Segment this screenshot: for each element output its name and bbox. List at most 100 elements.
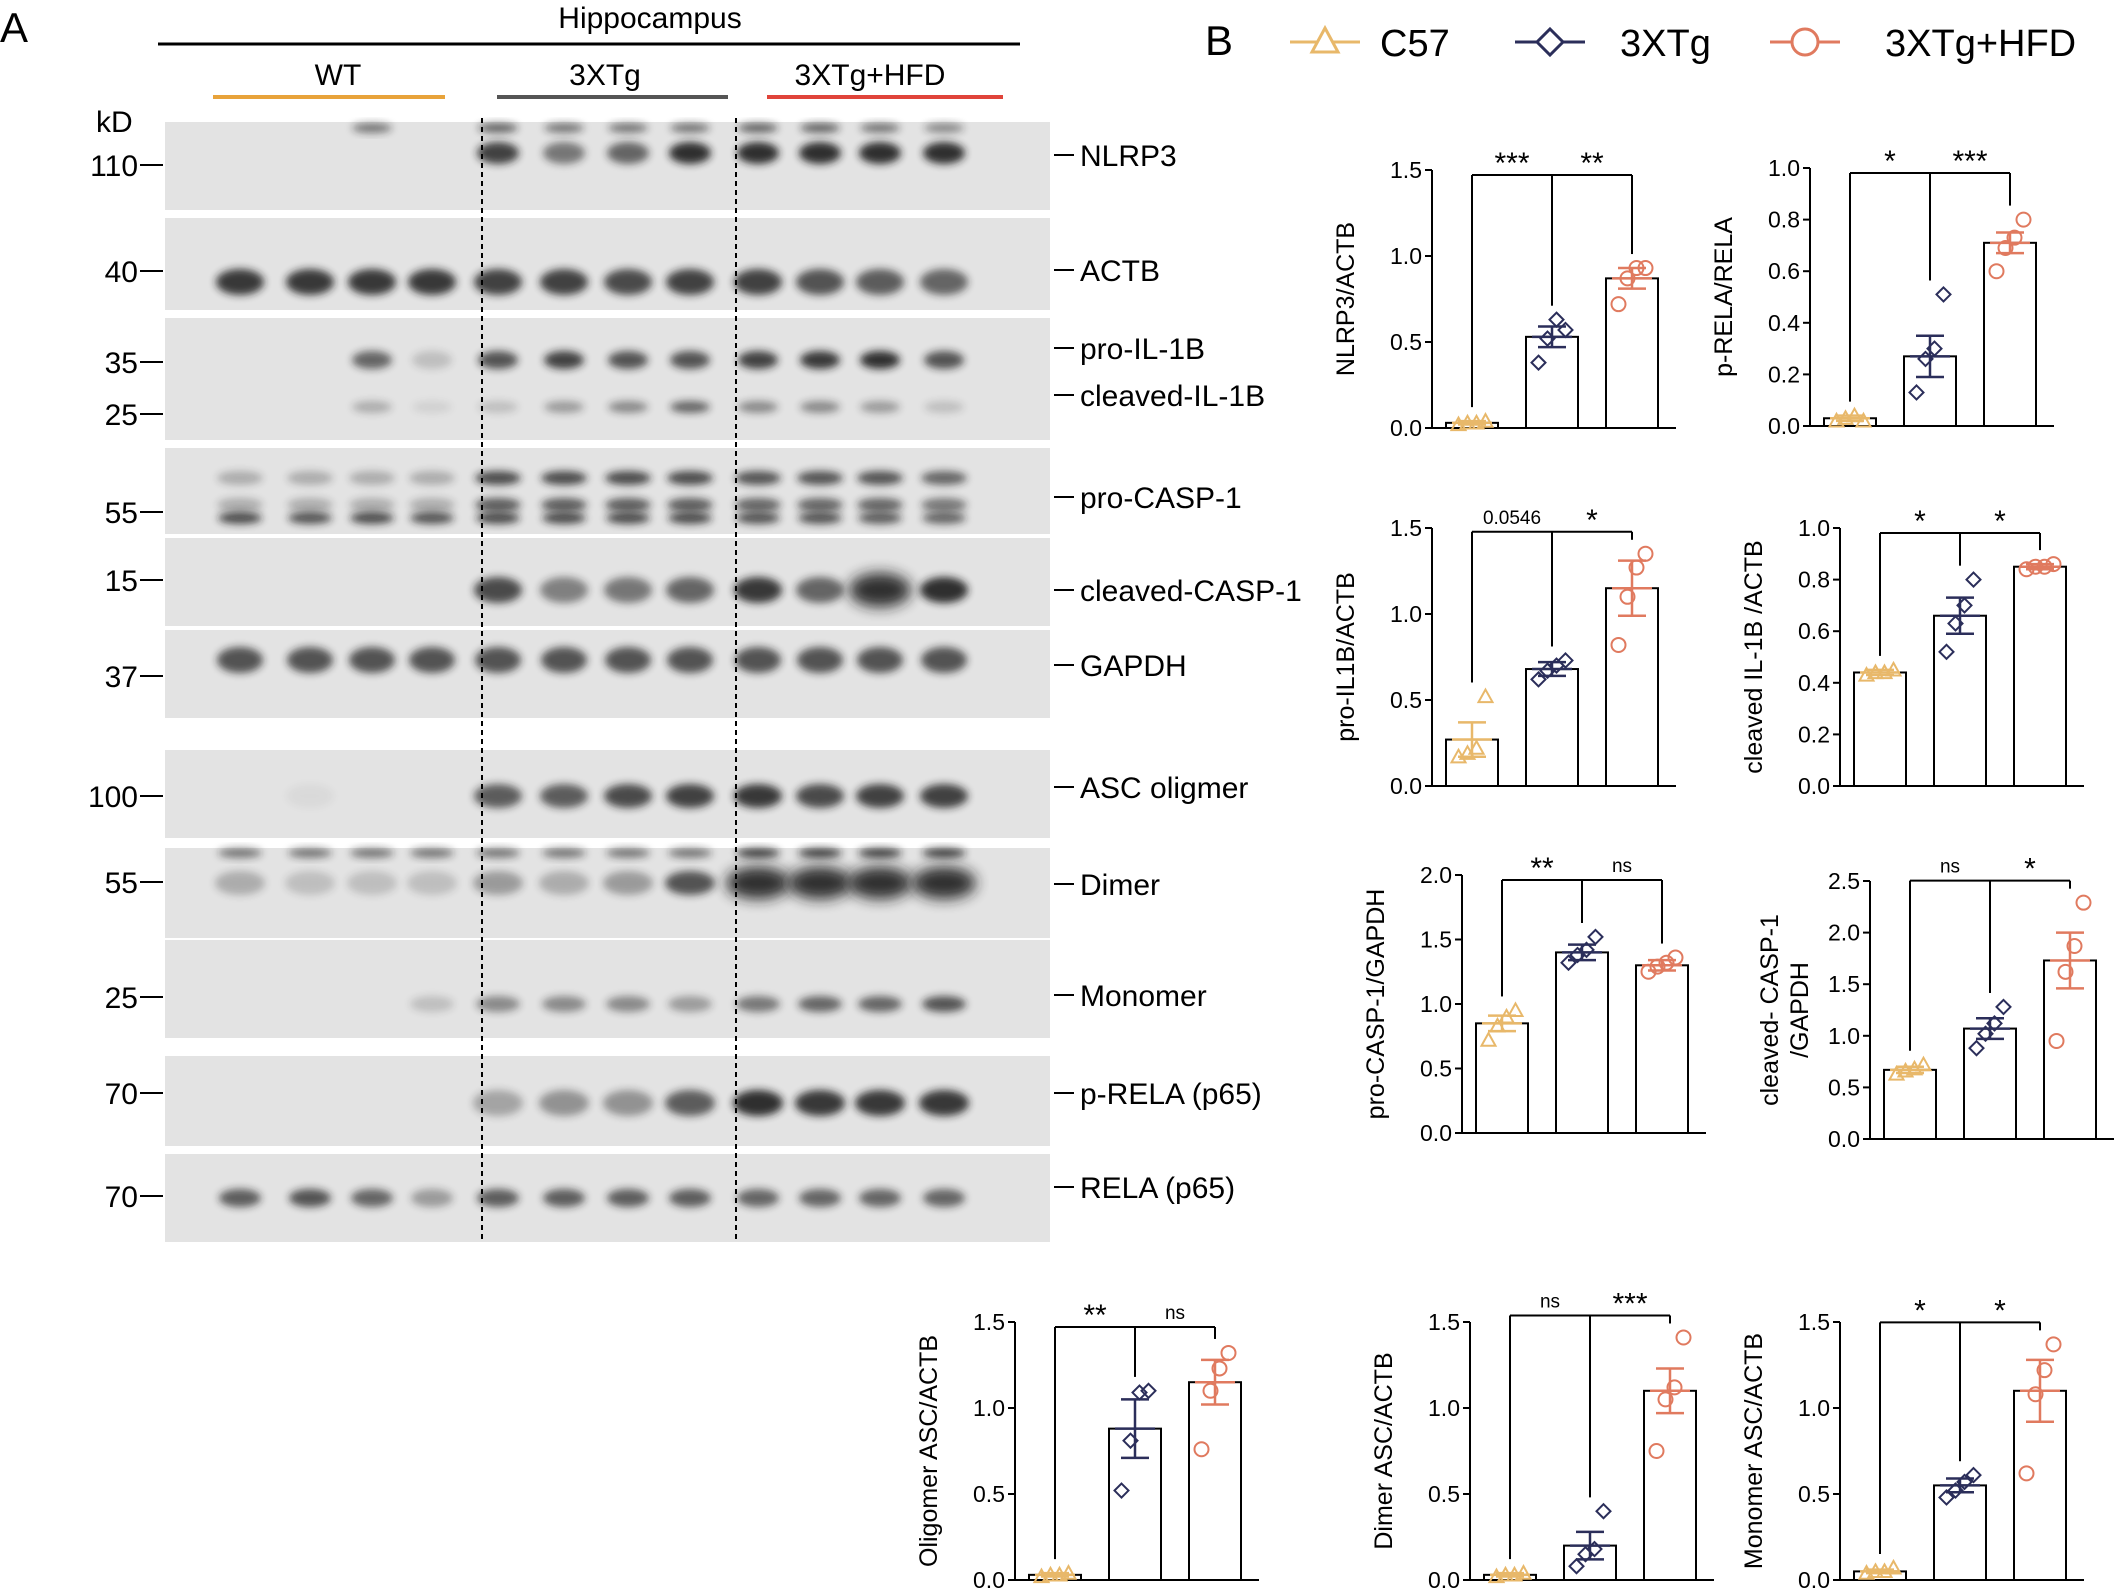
blot-band: [665, 1090, 715, 1116]
data-point: [1610, 636, 1627, 653]
blot-band: [924, 123, 964, 133]
blot-band: [218, 848, 262, 858]
data-point: [1610, 296, 1627, 313]
blot-band: [478, 123, 518, 133]
y-tick-label: 1.0: [973, 1395, 1005, 1421]
blot-band: [726, 866, 790, 900]
blot-band: [543, 1189, 585, 1207]
blot-band: [410, 996, 454, 1012]
blot-band: [474, 784, 522, 808]
data-point: [1619, 588, 1636, 605]
blot-band: [604, 784, 652, 808]
mw-marker-label: 25: [105, 982, 138, 1015]
blot-band: [542, 996, 586, 1012]
data-point: [2027, 1386, 2044, 1403]
blot-band: [288, 848, 332, 858]
blot-strip: [165, 750, 1050, 838]
blot-band: [858, 512, 902, 524]
bar: [1525, 335, 1579, 429]
data-point: [2006, 229, 2023, 246]
blot-label: cleaved-IL-1B: [1080, 380, 1265, 413]
blot-label: NLRP3: [1080, 140, 1177, 173]
blot-band: [476, 512, 520, 524]
blot-band: [544, 123, 584, 133]
y-tick-label: 0.5: [1390, 329, 1422, 355]
y-tick-label: 0.5: [1798, 1481, 1830, 1507]
data-point: [1193, 1441, 1210, 1458]
blot-band: [606, 512, 650, 524]
group-label-wt: WT: [315, 59, 362, 92]
blot-band: [349, 647, 395, 673]
blot-background: [165, 218, 1050, 310]
blot-band: [798, 512, 842, 524]
legend-label-3xtg-hfd: 3XTg+HFD: [1885, 23, 2076, 65]
data-point: [2066, 938, 2083, 955]
blot-band: [348, 269, 396, 295]
y-tick-label: 0.2: [1798, 721, 1830, 747]
blot-background: [165, 538, 1050, 626]
blot-background: [165, 940, 1050, 1038]
blot-band: [922, 996, 966, 1012]
sig-label: 0.0546: [1483, 508, 1541, 529]
region-title: Hippocampus: [558, 2, 741, 35]
panel-a-letter: A: [0, 4, 28, 51]
bar-chart: 0.0 0.5 1.0 1.5 Dimer ASC/ACTB ns ***: [1370, 1287, 1714, 1591]
blot-band: [668, 848, 712, 858]
blot-band: [669, 142, 711, 164]
data-point: [1140, 1382, 1157, 1400]
y-tick-label: 0.5: [973, 1481, 1005, 1507]
blot-strip: [165, 630, 1050, 718]
bar: [2013, 565, 2067, 788]
data-point: [1113, 1482, 1130, 1499]
blot-band: [604, 577, 652, 603]
blot-band: [796, 784, 844, 808]
y-tick-label: 2.0: [1420, 862, 1452, 888]
blot-label: ASC oligmer: [1080, 772, 1248, 805]
blot-band: [797, 647, 843, 673]
data-point: [1220, 1344, 1237, 1361]
blot-band: [607, 142, 649, 164]
blot-label: Dimer: [1080, 869, 1160, 902]
blot-band: [857, 471, 903, 485]
blot-band: [407, 871, 457, 895]
y-tick-label: 0.5: [1390, 687, 1422, 713]
bar: [1643, 1389, 1697, 1582]
blot-band: [289, 1189, 331, 1207]
bar: [1933, 614, 1987, 787]
blot-label: Monomer: [1080, 980, 1207, 1013]
y-tick-label: 1.5: [1390, 157, 1422, 183]
data-point: [2048, 1032, 2065, 1049]
panel-b-letter: B: [1205, 17, 1233, 64]
y-tick-label: 1.0: [1390, 243, 1422, 269]
bar: [1635, 964, 1689, 1134]
blot-band: [540, 577, 588, 603]
sig-label: *: [1586, 504, 1598, 537]
y-tick-label: 0.0: [1798, 1567, 1830, 1591]
blot-band: [408, 269, 456, 295]
blot-band: [666, 269, 714, 295]
blot-band: [409, 498, 455, 512]
blot-band: [668, 996, 712, 1012]
blot-band: [286, 784, 334, 808]
bar-chart: 0.0 0.5 1.0 1.5 Monomer ASC/ACTB * *: [1740, 1294, 2084, 1591]
data-point: [1476, 687, 1495, 704]
data-point: [2015, 211, 2032, 228]
blot-band: [800, 351, 840, 369]
data-point: [1506, 1001, 1525, 1018]
blot-band: [409, 647, 455, 673]
blot-background: [165, 122, 1050, 210]
bar: [1188, 1381, 1242, 1581]
blot-band: [604, 269, 652, 295]
blot-band: [797, 498, 843, 512]
blot-band: [857, 647, 903, 673]
bar-chart: 0.0 0.5 1.0 1.5 2.0 pro-CASP-1/GAPDH ** ns: [1362, 852, 1706, 1146]
blot-band: [735, 498, 781, 512]
blot-band: [542, 512, 586, 524]
blot-band: [736, 848, 780, 858]
blot-band: [919, 1090, 969, 1116]
blot-band: [799, 1189, 841, 1207]
y-tick-label: 1.5: [1420, 927, 1452, 953]
blot-label: ACTB: [1080, 255, 1160, 288]
y-tick-label: 0.5: [1428, 1481, 1460, 1507]
